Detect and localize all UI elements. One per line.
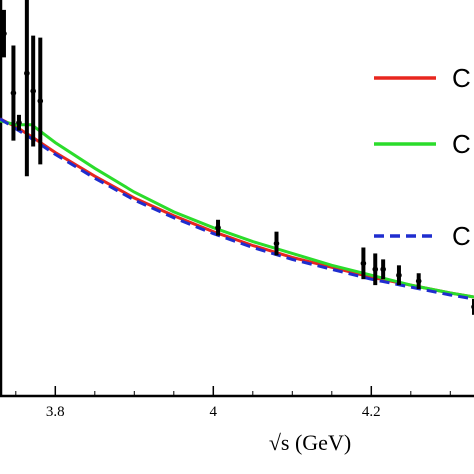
data-points	[1, 0, 474, 315]
data-point	[372, 266, 379, 273]
x-tick-label: 3.8	[46, 404, 65, 420]
data-point	[471, 304, 474, 310]
data-point	[16, 119, 22, 126]
data-point	[30, 88, 36, 94]
data-point	[215, 224, 221, 231]
data-point	[396, 272, 402, 279]
data-point	[273, 240, 280, 247]
legend: C C C	[374, 63, 471, 251]
data-point	[1, 30, 7, 37]
data-point	[37, 98, 44, 104]
fit-curves	[0, 117, 474, 301]
x-axis-label: √s (GeV)	[269, 430, 351, 455]
x-tick-label: 4	[210, 404, 218, 420]
data-point	[380, 266, 386, 273]
data-point	[10, 90, 17, 96]
legend-label-3: C	[452, 221, 471, 251]
data-point	[360, 260, 367, 267]
series-line-2	[0, 119, 474, 299]
legend-label-1: C	[452, 63, 471, 93]
data-point	[415, 278, 422, 284]
x-tick-label: 4.2	[362, 404, 381, 420]
legend-label-2: C	[452, 129, 471, 159]
plot-frame	[0, 0, 474, 398]
series-line-3	[0, 117, 474, 301]
x-axis-ticks: 3.8 4 4.2	[15, 386, 451, 420]
data-point	[24, 70, 30, 77]
